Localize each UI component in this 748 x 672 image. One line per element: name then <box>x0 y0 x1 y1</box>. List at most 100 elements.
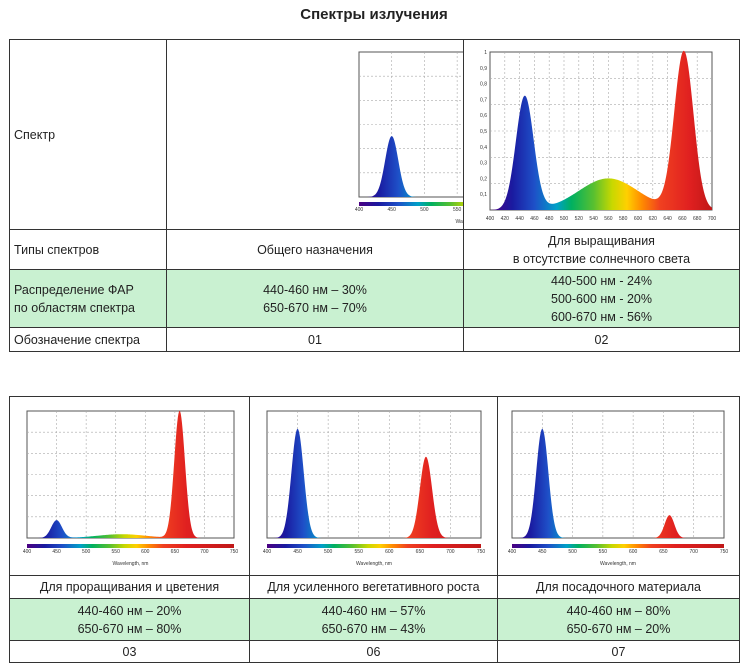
x-tick-label: 600 <box>629 549 638 555</box>
x-tick-label: 450 <box>388 207 397 213</box>
spectrum-color-bar <box>512 544 724 548</box>
code-02: 02 <box>463 327 740 352</box>
y-tick-label: 0,8 <box>480 82 487 88</box>
y-tick-label: 0,2 <box>480 176 487 182</box>
chart-cell-07: 400 450 500 550 600 650 700 750 Wavelength, nm <box>497 396 740 576</box>
par-01: 440-460 нм – 30% 650-670 нм – 70% <box>166 269 464 328</box>
x-tick-label: 550 <box>355 549 364 555</box>
row-label-par: Распределение ФАР по областям спектра <box>9 269 167 328</box>
x-tick-label: 650 <box>171 549 180 555</box>
spectrum-area <box>512 428 724 538</box>
y-tick-label: 0,5 <box>480 129 487 135</box>
x-tick-label: 650 <box>416 549 425 555</box>
x-tick-label: 400 <box>23 549 32 555</box>
y-tick-label: 0,4 <box>480 145 487 151</box>
row-label-spectrum: Спектр <box>9 39 167 230</box>
par-02: 440-500 нм - 24% 500-600 нм - 20% 600-670 … <box>463 269 740 328</box>
code-03: 03 <box>9 640 250 663</box>
x-tick-label: 750 <box>477 549 486 555</box>
x-tick-label: 600 <box>141 549 150 555</box>
x-axis-label: Wavelength, nm <box>113 561 149 567</box>
x-tick-label: 440 <box>515 216 524 222</box>
x-tick-label: 450 <box>52 549 61 555</box>
y-tick-label: 0,1 <box>480 192 487 198</box>
spectra-table-1: Спектр 400450500550600650700750Wavelengt… <box>9 39 740 352</box>
spectrum-area <box>27 410 234 538</box>
x-tick-label: 550 <box>112 549 121 555</box>
code-07: 07 <box>497 640 740 663</box>
y-tick-label: 0,9 <box>480 66 487 72</box>
spectrum-color-bar <box>359 202 463 206</box>
spectrum-chart-03: 400 450 500 550 600 650 700 750 Wavelength, nm <box>23 410 239 567</box>
x-tick-label: 400 <box>355 207 364 213</box>
spectrum-chart-02: 400 420 440 460 480 500 520 540 560 580 600 620 640 6… <box>480 50 717 222</box>
spectrum-chart-06: 400 450 500 550 600 650 700 750 Wavelength, nm <box>263 410 486 567</box>
x-tick-label: 580 <box>619 216 628 222</box>
x-tick-label: 700 <box>708 216 717 222</box>
x-tick-label: 750 <box>230 549 239 555</box>
spectrum-color-bar <box>267 544 481 548</box>
x-tick-label: 540 <box>589 216 598 222</box>
code-06: 06 <box>249 640 498 663</box>
x-tick-label: 620 <box>649 216 658 222</box>
x-tick-label: 550 <box>599 549 608 555</box>
y-tick-label: 0,6 <box>480 113 487 119</box>
x-tick-label: 600 <box>634 216 643 222</box>
spectrum-area <box>267 428 481 538</box>
x-tick-label: 750 <box>720 549 729 555</box>
x-tick-label: 500 <box>82 549 91 555</box>
x-tick-label: 500 <box>420 207 429 213</box>
x-tick-label: 700 <box>446 549 455 555</box>
x-axis-label: Wavelength, nm <box>456 219 463 225</box>
y-tick-label: 0,7 <box>480 97 487 103</box>
code-01: 01 <box>166 327 464 352</box>
page-title: Спектры излучения <box>300 6 448 23</box>
spectrum-chart-07: 400 450 500 550 600 650 700 750 Wavelength, nm <box>508 410 729 567</box>
x-tick-label: 450 <box>293 549 302 555</box>
x-tick-label: 550 <box>453 207 462 213</box>
spectrum-area <box>490 50 712 210</box>
x-tick-label: 560 <box>604 216 613 222</box>
x-tick-label: 700 <box>690 549 699 555</box>
x-tick-label: 500 <box>560 216 569 222</box>
x-axis-label: Wavelength, nm <box>600 561 636 567</box>
row-label-designation: Обозначение спектра <box>9 327 167 352</box>
chart-cell-03: 400 450 500 550 600 650 700 750 Wavelength, nm <box>9 396 250 576</box>
x-tick-label: 450 <box>538 549 547 555</box>
x-tick-label: 460 <box>530 216 539 222</box>
type-03: Для проращивания и цветения <box>9 575 250 599</box>
spectra-table-2: 400 450 500 550 600 650 700 750 Wavelength, nm 4… <box>9 396 740 663</box>
x-tick-label: 520 <box>575 216 584 222</box>
chart-cell-02: 400 420 440 460 480 500 520 540 560 580 600 620 640 6… <box>463 39 740 230</box>
par-03: 440-460 нм – 20% 650-670 нм – 80% <box>9 598 250 641</box>
x-axis-label: Wavelength, nm <box>356 561 392 567</box>
y-tick-label: 1 <box>484 50 487 56</box>
x-tick-label: 600 <box>385 549 394 555</box>
par-06: 440-460 нм – 57% 650-670 нм – 43% <box>249 598 498 641</box>
x-tick-label: 500 <box>324 549 333 555</box>
x-tick-label: 650 <box>659 549 668 555</box>
x-tick-label: 400 <box>508 549 517 555</box>
x-tick-label: 640 <box>663 216 672 222</box>
x-tick-label: 700 <box>200 549 209 555</box>
type-02: Для выращивания в отсутствие солнечного с… <box>463 229 740 270</box>
x-tick-label: 400 <box>263 549 272 555</box>
x-tick-label: 400 <box>486 216 495 222</box>
x-tick-label: 420 <box>501 216 510 222</box>
spectrum-color-bar <box>27 544 234 548</box>
x-tick-label: 480 <box>545 216 554 222</box>
type-01: Общего назначения <box>166 229 464 270</box>
y-tick-label: 0,3 <box>480 161 487 167</box>
par-07: 440-460 нм – 80% 650-670 нм – 20% <box>497 598 740 641</box>
row-label-types: Типы спектров <box>9 229 167 270</box>
x-tick-label: 680 <box>693 216 702 222</box>
plot-frame <box>26 410 235 539</box>
type-06: Для усиленного вегетативного роста <box>249 575 498 599</box>
type-07: Для посадочного материала <box>497 575 740 599</box>
x-tick-label: 660 <box>678 216 687 222</box>
spectrum-area <box>359 136 463 197</box>
chart-cell-06: 400 450 500 550 600 650 700 750 Wavelength, nm <box>249 396 498 576</box>
x-tick-label: 500 <box>568 549 577 555</box>
